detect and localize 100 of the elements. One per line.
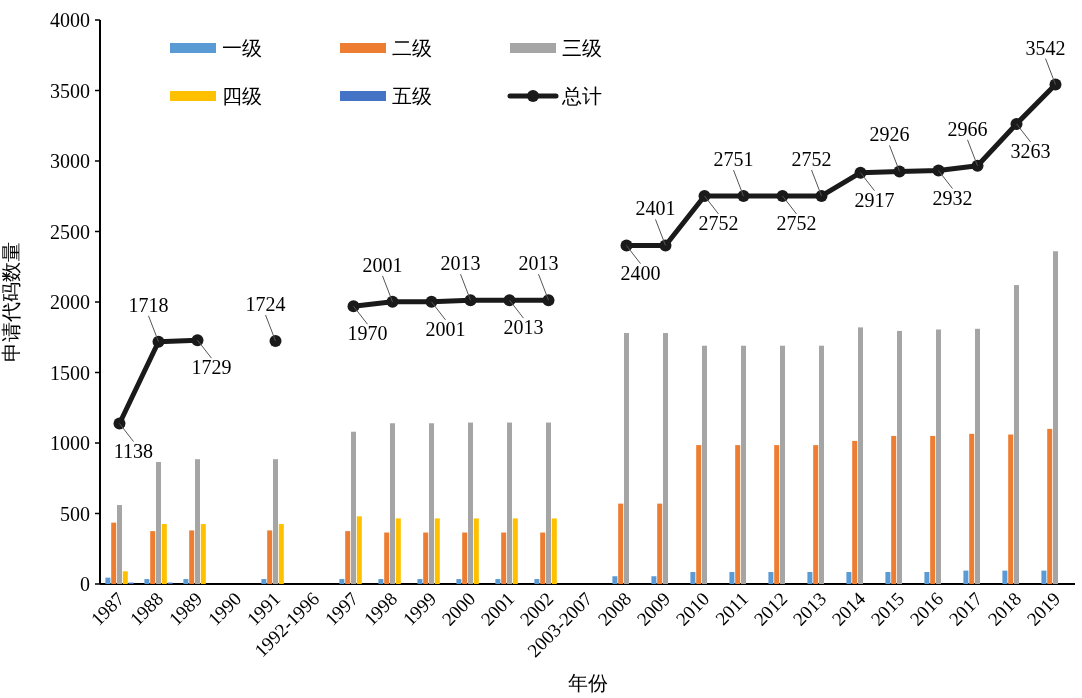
data-label: 2751 [713,148,754,171]
y-tick-label: 0 [80,573,90,595]
bar [429,423,434,584]
bar [846,572,852,584]
bar [1008,434,1014,584]
bar [534,579,540,584]
bar [690,572,696,584]
data-label: 1970 [347,322,388,345]
bar [156,462,161,584]
bar [618,503,624,584]
bar [495,579,501,584]
bar [663,333,668,584]
bar [891,435,897,584]
bar [807,572,813,584]
data-label: 2001 [362,253,403,276]
bar [462,532,468,584]
bar [356,516,362,584]
bar [507,422,512,584]
x-axis-title: 年份 [567,672,608,694]
bar [150,531,156,584]
bar [897,330,902,584]
bar [624,333,629,584]
legend-label: 五级 [392,85,432,107]
bar [1002,570,1008,584]
bar [117,505,122,584]
legend-label: 二级 [392,37,432,59]
bar [501,532,507,584]
data-label: 2752 [776,211,817,234]
bar [936,329,941,584]
data-label: 2752 [791,147,832,170]
bar [144,579,150,584]
bar [651,576,657,584]
data-label: 2917 [854,188,895,211]
bar [813,445,819,584]
point [932,164,945,177]
data-label: 2926 [869,123,910,146]
y-axis-title: 申请代码数量 [0,242,22,362]
bar [768,572,774,584]
bar [417,579,423,584]
y-tick-label: 1500 [50,361,90,384]
bar [696,445,702,584]
data-label: 1729 [191,356,232,379]
data-label: 3263 [1010,139,1051,162]
bar [612,576,618,584]
bar [183,579,189,584]
bar [345,531,351,584]
data-label: 2013 [503,316,544,339]
data-label: 2013 [518,252,559,275]
y-tick-label: 500 [60,502,90,525]
bar [540,532,546,584]
bar [1041,570,1047,584]
bar [189,530,195,584]
bar [819,345,824,584]
point [113,417,126,430]
bar [735,445,741,584]
bar [468,422,473,584]
bar [852,440,858,584]
bar [1053,251,1058,584]
y-tick-label: 3500 [50,79,90,102]
point [659,239,672,252]
bar [434,518,440,584]
data-label: 2400 [620,261,661,284]
bar [546,422,551,584]
bar [395,518,401,584]
legend-label: 三级 [562,37,602,59]
bar [963,570,969,584]
bar [390,423,395,584]
bar [161,524,167,584]
bar [261,579,267,584]
data-label: 2932 [932,186,973,209]
data-label: 3542 [1025,36,1066,59]
bar [378,579,384,584]
y-tick-label: 4000 [50,9,90,31]
x-tick-label: 2011 [711,587,753,630]
data-label: 2401 [635,197,676,220]
data-label: 2001 [425,317,466,340]
bar [273,459,278,584]
bar [930,435,936,584]
legend-label: 总计 [561,85,602,107]
legend-label: 一级 [222,37,262,59]
point [1049,78,1062,91]
bar [122,571,128,584]
bar [105,577,111,584]
bar [975,328,980,584]
data-label: 2966 [947,117,988,140]
bar [111,522,117,584]
bar [384,532,390,584]
data-label: 1138 [113,439,154,462]
legend-label: 四级 [222,85,262,107]
bar [657,503,663,584]
bar [473,518,479,584]
bar [885,572,891,584]
bar [774,445,780,584]
bar [969,433,975,584]
bar [512,518,518,584]
data-label: 2013 [440,252,481,275]
bar [924,572,930,584]
bar [456,579,462,584]
bar [551,518,557,584]
data-label: 1724 [245,292,286,315]
